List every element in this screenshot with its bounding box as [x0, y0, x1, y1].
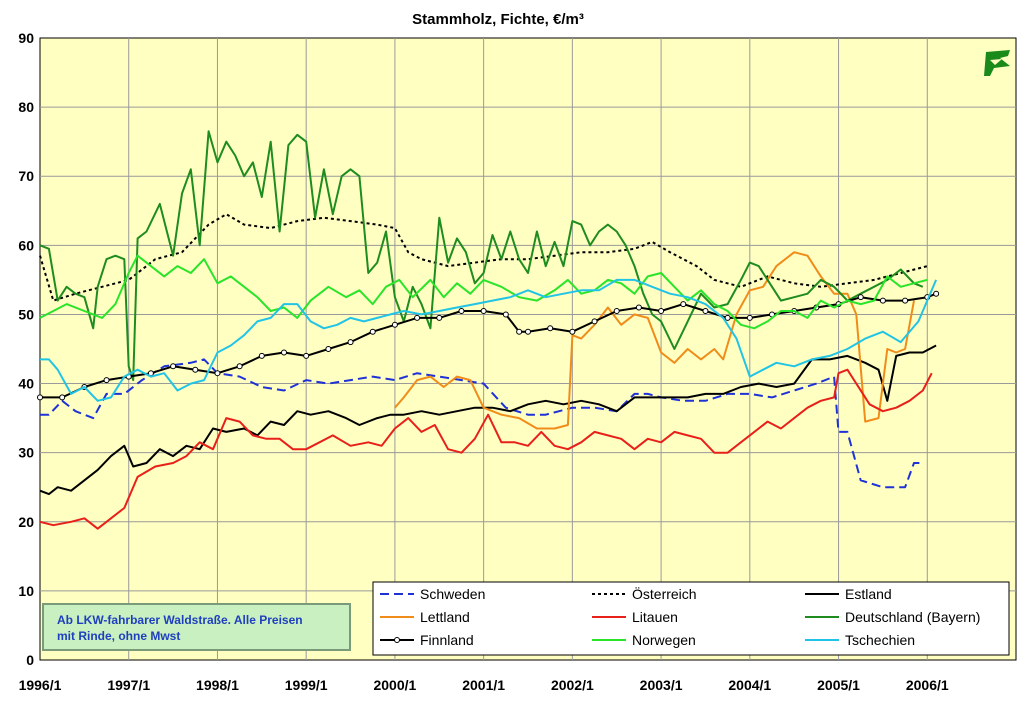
- y-tick-label: 80: [18, 99, 34, 115]
- legend-marker: [394, 637, 400, 643]
- legend-label: Finnland: [420, 632, 474, 648]
- legend-label: Norwegen: [632, 632, 696, 648]
- legend-label: Österreich: [632, 585, 697, 602]
- x-tick-label: 1996/1: [19, 677, 62, 693]
- finnland-marker: [458, 307, 465, 314]
- finnland-marker: [281, 349, 287, 356]
- series-line-tschechien: [40, 278, 938, 402]
- finnland-marker: [658, 307, 665, 314]
- note-box: Ab LKW-fahrbarer Waldstraße. Alle Preise…: [42, 603, 351, 651]
- finnland-marker: [525, 328, 531, 335]
- finnland-marker: [635, 304, 642, 311]
- legend-label: Deutschland (Bayern): [845, 609, 980, 625]
- finnland-marker: [516, 328, 523, 335]
- x-tick-label: 2004/1: [728, 677, 771, 693]
- y-tick-label: 40: [18, 376, 34, 392]
- series-line-deutschland-bayern: [39, 130, 924, 382]
- legend-label: Estland: [845, 586, 892, 602]
- y-tick-label: 90: [18, 30, 34, 46]
- chart-title: Stammholz, Fichte, €/m³: [412, 11, 584, 28]
- legend-label: Lettland: [420, 609, 470, 625]
- finnland-marker: [414, 314, 421, 321]
- finnland-marker: [103, 377, 110, 384]
- y-tick-label: 70: [18, 168, 34, 184]
- legend-label: Schweden: [420, 586, 485, 602]
- legend-label: Tschechien: [845, 632, 915, 648]
- y-tick-label: 30: [18, 445, 34, 461]
- y-tick-label: 60: [18, 237, 34, 253]
- legend-label: Litauen: [632, 609, 678, 625]
- finnland-marker: [702, 307, 709, 314]
- finnland-marker: [347, 339, 354, 346]
- finnland-marker: [236, 363, 243, 370]
- x-tick-label: 2000/1: [373, 677, 416, 693]
- finnland-marker: [480, 307, 487, 314]
- finnland-marker: [591, 318, 598, 325]
- legend: Schweden Österreich Estland Lettland Litauen…: [372, 581, 1010, 656]
- x-tick-label: 1999/1: [285, 677, 328, 693]
- y-tick-label: 10: [18, 583, 34, 599]
- finnland-marker: [258, 352, 265, 359]
- finnland-marker: [303, 352, 310, 359]
- note-text-line-2: mit Rinde, ohne Mwst: [57, 629, 180, 643]
- finnland-marker: [613, 307, 620, 314]
- finnland-marker: [391, 321, 398, 328]
- note-text-line-1: Ab LKW-fahrbarer Waldstraße. Alle Preise…: [57, 613, 303, 627]
- series-line-lettland: [394, 251, 915, 430]
- finnland-marker: [37, 394, 43, 401]
- finnland-marker: [547, 325, 554, 332]
- finnland-marker: [933, 290, 940, 297]
- x-tick-label: 2005/1: [817, 677, 860, 693]
- finnland-marker: [170, 363, 177, 370]
- x-tick-label: 2002/1: [551, 677, 594, 693]
- y-tick-label: 50: [18, 306, 34, 322]
- y-axis: 0 10 20 30 40 50 60 70 80 90: [18, 30, 34, 668]
- finnland-marker: [857, 294, 864, 301]
- finnland-marker: [214, 370, 221, 377]
- finnland-marker: [59, 394, 66, 401]
- x-tick-label: 1997/1: [107, 677, 150, 693]
- finnland-marker: [325, 346, 332, 352]
- x-tick-label: 2006/1: [906, 677, 949, 693]
- finnland-marker: [680, 301, 687, 308]
- series-line-litauen: [39, 368, 933, 530]
- finnland-marker: [436, 314, 443, 321]
- x-axis: 1996/1 1997/1 1998/1 1999/1 2000/1 2001/1 2002…: [19, 677, 949, 693]
- series-group: [37, 130, 940, 530]
- finnland-marker: [369, 328, 376, 335]
- x-tick-label: 2003/1: [640, 677, 683, 693]
- x-tick-label: 1998/1: [196, 677, 239, 693]
- series-line-schweden: [40, 358, 923, 489]
- finnland-marker: [879, 297, 886, 304]
- finnland-marker: [724, 314, 731, 321]
- series-line--sterreich: [39, 213, 928, 302]
- finnland-marker: [746, 314, 753, 321]
- finnland-marker: [902, 297, 909, 304]
- plot-area: [39, 37, 1017, 661]
- y-tick-label: 20: [18, 514, 34, 530]
- finnland-marker: [192, 366, 199, 373]
- series-line-norwegen: [39, 254, 928, 330]
- finnland-marker: [502, 311, 509, 318]
- x-tick-label: 2001/1: [462, 677, 505, 693]
- y-tick-label: 0: [26, 652, 34, 668]
- series-line-estland: [39, 344, 937, 496]
- finnland-marker: [569, 328, 576, 335]
- logo-icon: [984, 50, 1010, 76]
